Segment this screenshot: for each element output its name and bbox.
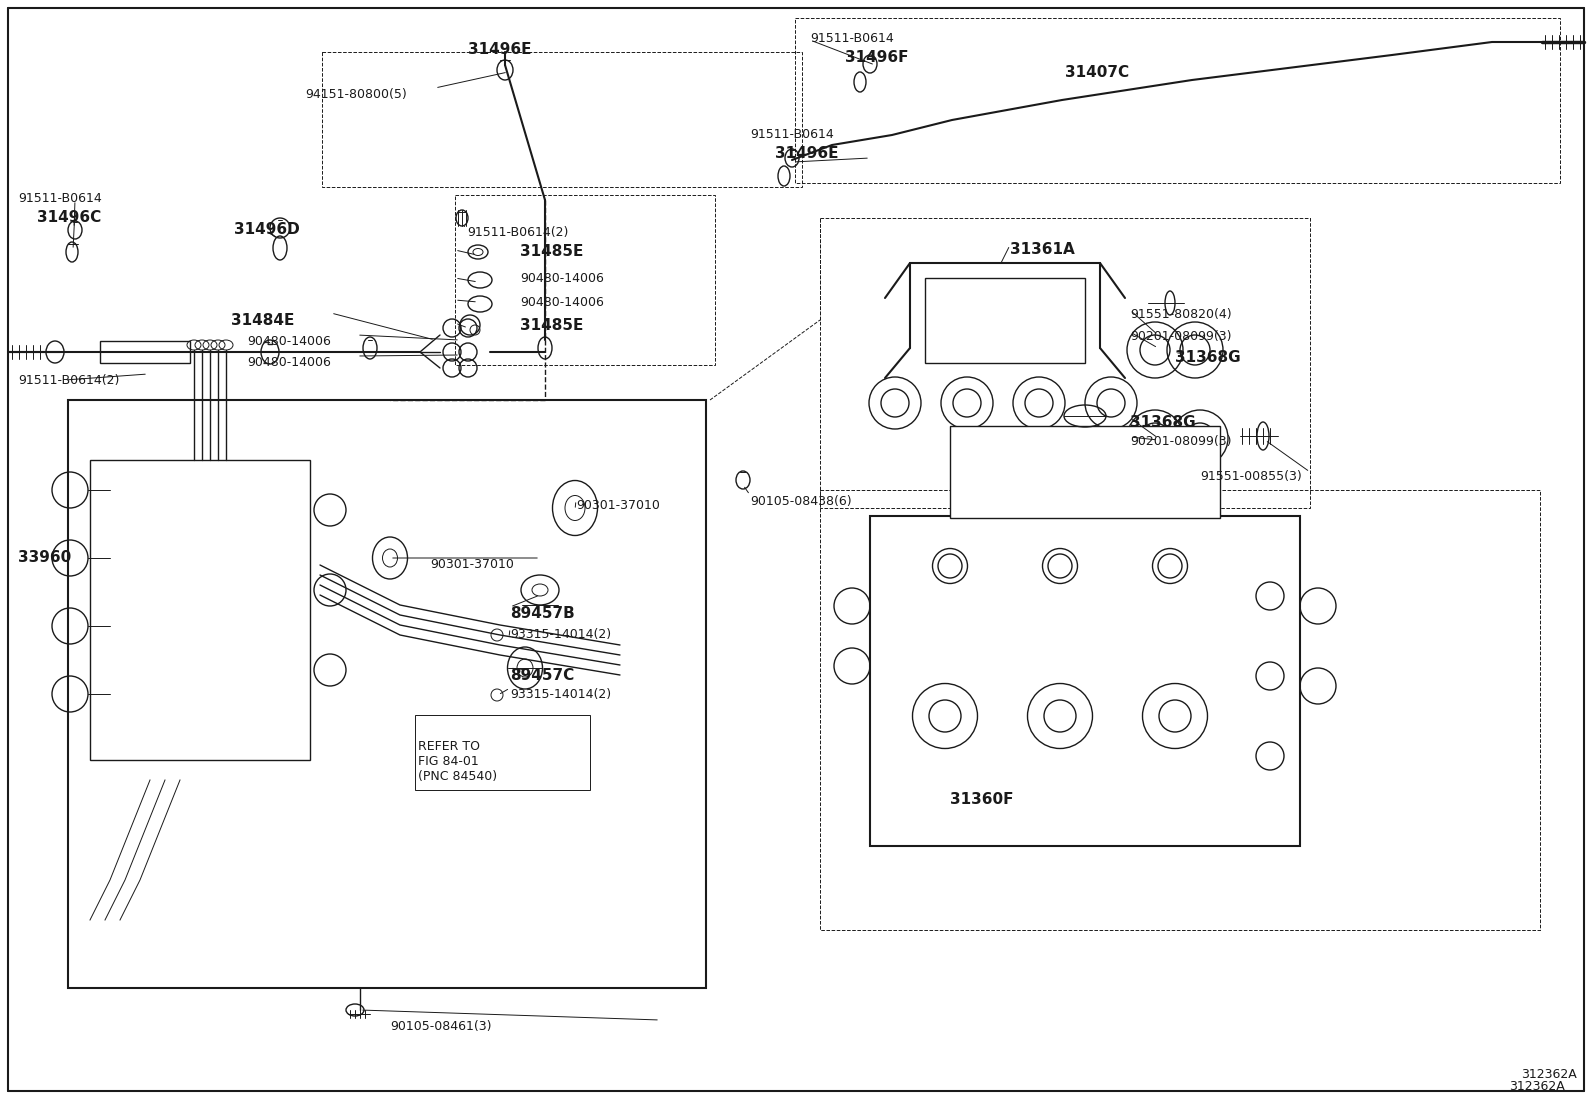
Text: 91551-00855(3): 91551-00855(3) — [1200, 470, 1302, 482]
Text: 31368G: 31368G — [1130, 415, 1196, 430]
Bar — [100, 341, 189, 363]
Text: 312362A: 312362A — [1522, 1068, 1578, 1081]
Text: 90201-08099(3): 90201-08099(3) — [1130, 330, 1232, 343]
Bar — [869, 517, 1301, 846]
Text: 91511-B0614(2): 91511-B0614(2) — [466, 226, 568, 238]
Bar — [322, 52, 802, 187]
Text: 31484E: 31484E — [231, 313, 295, 328]
Text: 91511-B0614: 91511-B0614 — [750, 127, 834, 141]
Text: 31360F: 31360F — [950, 792, 1014, 807]
Text: 90480-14006: 90480-14006 — [521, 271, 603, 285]
Text: 91511-B0614: 91511-B0614 — [810, 32, 893, 45]
Text: 91511-B0614: 91511-B0614 — [18, 192, 102, 206]
Text: 31496F: 31496F — [845, 49, 909, 65]
Text: 91551-80820(4): 91551-80820(4) — [1130, 308, 1232, 321]
Text: 90480-14006: 90480-14006 — [247, 356, 331, 369]
Text: 91511-B0614(2): 91511-B0614(2) — [18, 374, 119, 387]
Text: 90105-08438(6): 90105-08438(6) — [750, 495, 852, 508]
Text: 31368G: 31368G — [1175, 349, 1240, 365]
Text: 31496D: 31496D — [234, 222, 299, 237]
Text: 90105-08461(3): 90105-08461(3) — [390, 1020, 492, 1033]
Text: 90480-14006: 90480-14006 — [521, 296, 603, 309]
Text: 93315-14014(2): 93315-14014(2) — [509, 628, 611, 641]
Text: 90201-08099(3): 90201-08099(3) — [1130, 435, 1232, 448]
Text: 31361A: 31361A — [1009, 242, 1075, 257]
Text: 89457C: 89457C — [509, 668, 575, 682]
Bar — [950, 426, 1219, 518]
Bar — [925, 278, 1086, 363]
Text: 90301-37010: 90301-37010 — [430, 558, 514, 571]
Text: 93315-14014(2): 93315-14014(2) — [509, 688, 611, 701]
Bar — [794, 18, 1560, 184]
Text: 31407C: 31407C — [1065, 65, 1129, 80]
Bar — [455, 195, 715, 365]
Text: 94151-80800(5): 94151-80800(5) — [306, 88, 406, 101]
Bar — [820, 218, 1310, 508]
Text: 90480-14006: 90480-14006 — [247, 335, 331, 348]
Text: 90301-37010: 90301-37010 — [576, 499, 659, 512]
Bar — [91, 460, 310, 761]
Text: REFER TO
FIG 84-01
(PNC 84540): REFER TO FIG 84-01 (PNC 84540) — [419, 740, 497, 782]
Text: 31496E: 31496E — [775, 146, 839, 160]
Text: 31485E: 31485E — [521, 244, 583, 259]
Text: 31496C: 31496C — [37, 210, 102, 225]
Text: 31485E: 31485E — [521, 318, 583, 333]
Text: 312362A: 312362A — [1509, 1080, 1565, 1094]
Bar — [416, 715, 591, 790]
Text: 33960: 33960 — [18, 550, 72, 565]
Text: 31496E: 31496E — [468, 42, 532, 57]
Bar — [820, 490, 1539, 930]
Text: 89457B: 89457B — [509, 606, 575, 621]
Bar — [68, 400, 705, 988]
